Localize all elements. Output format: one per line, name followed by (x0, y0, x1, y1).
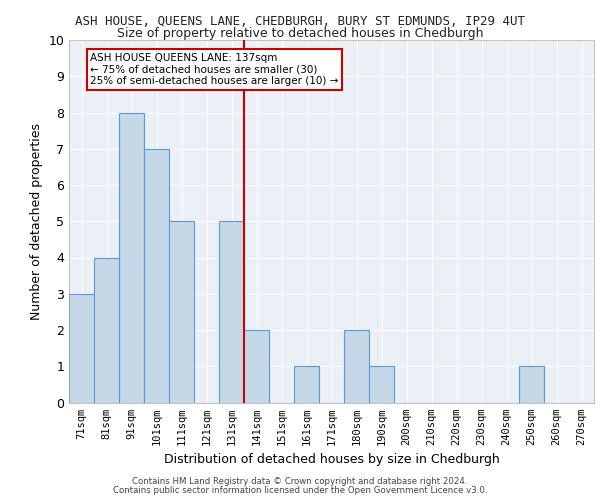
Bar (244, 330, 269, 402)
Y-axis label: Number of detached properties: Number of detached properties (30, 122, 43, 320)
Bar (94, 258, 119, 402)
Bar (144, 149, 169, 403)
Bar (169, 221, 194, 402)
Text: ASH HOUSE QUEENS LANE: 137sqm
← 75% of detached houses are smaller (30)
25% of s: ASH HOUSE QUEENS LANE: 137sqm ← 75% of d… (90, 52, 338, 86)
Bar (219, 221, 244, 402)
Text: ASH HOUSE, QUEENS LANE, CHEDBURGH, BURY ST EDMUNDS, IP29 4UT: ASH HOUSE, QUEENS LANE, CHEDBURGH, BURY … (75, 15, 525, 28)
Text: Contains HM Land Registry data © Crown copyright and database right 2024.: Contains HM Land Registry data © Crown c… (132, 477, 468, 486)
Bar (519, 366, 544, 403)
Bar (344, 330, 369, 402)
Bar (69, 294, 94, 403)
Text: Contains public sector information licensed under the Open Government Licence v3: Contains public sector information licen… (113, 486, 487, 495)
X-axis label: Distribution of detached houses by size in Chedburgh: Distribution of detached houses by size … (164, 453, 499, 466)
Bar (369, 366, 394, 403)
Bar (119, 112, 144, 403)
Text: Size of property relative to detached houses in Chedburgh: Size of property relative to detached ho… (117, 28, 483, 40)
Bar (294, 366, 319, 403)
